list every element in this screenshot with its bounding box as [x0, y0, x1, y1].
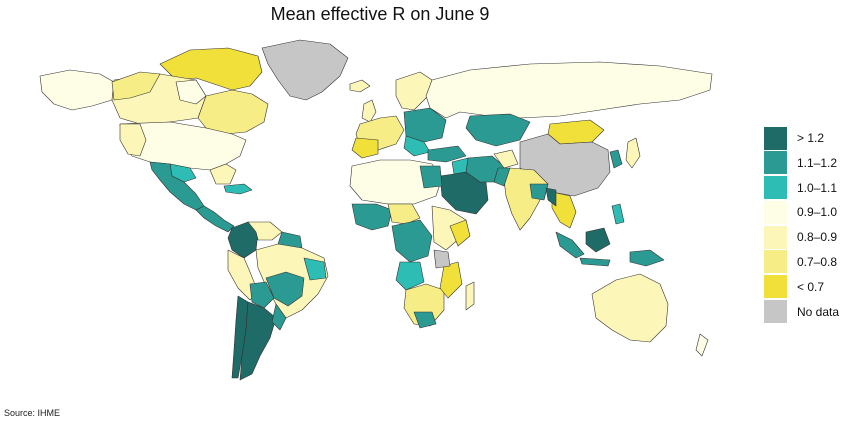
legend-label: 1.1–1.2	[797, 155, 838, 170]
region-borneo	[585, 227, 611, 253]
legend-item: < 0.7	[764, 275, 850, 299]
source-note: Source: IHME	[4, 408, 61, 418]
region-sahel	[387, 203, 421, 225]
region-usa-west	[119, 123, 147, 157]
region-central-africa	[391, 219, 433, 263]
region-uk	[361, 99, 377, 123]
region-mozambique	[439, 261, 463, 299]
legend-swatch	[764, 300, 787, 324]
region-scandinavia	[395, 71, 433, 111]
region-canada-north	[111, 71, 161, 101]
region-turkey	[427, 145, 467, 163]
region-papua	[629, 249, 665, 267]
legend-label: 0.9–1.0	[797, 205, 838, 220]
map-title: Mean effective R on June 9	[270, 4, 490, 24]
legend-label: No data	[797, 304, 840, 319]
legend-item: 0.8–0.9	[764, 225, 850, 249]
region-canada-east	[197, 89, 269, 135]
region-russia	[425, 61, 713, 119]
region-southern-africa	[403, 283, 445, 327]
legend-swatch	[764, 250, 787, 274]
region-iraq	[451, 157, 469, 175]
legend-swatch	[764, 126, 787, 150]
legend-label: < 0.7	[797, 279, 825, 294]
legend-item: 0.7–0.8	[764, 250, 850, 274]
region-brazil-northeast	[303, 257, 327, 281]
region-usa-southeast	[209, 163, 237, 185]
legend-swatch	[764, 176, 787, 200]
region-pakistan	[493, 167, 511, 187]
legend-item: 1.1–1.2	[764, 151, 850, 175]
legend-swatch	[764, 225, 787, 249]
region-japan	[625, 137, 641, 169]
legend-swatch	[764, 151, 787, 175]
region-java	[579, 257, 611, 267]
region-australia	[591, 273, 669, 343]
legend-item: 1.0–1.1	[764, 176, 850, 200]
world-map	[39, 39, 713, 381]
region-venezuela	[247, 221, 283, 241]
region-paraguay	[271, 303, 287, 331]
region-central-america	[195, 205, 235, 233]
legend-swatch	[764, 275, 787, 299]
map-legend: > 1.2 1.1–1.2 1.0–1.1 0.9–1.0 0.8–0.9 0.…	[764, 126, 850, 324]
region-bolivia	[249, 281, 275, 309]
region-philippines	[611, 203, 625, 225]
region-india	[503, 167, 549, 231]
legend-item: > 1.2	[764, 126, 850, 150]
region-myanmar	[545, 187, 557, 207]
region-north-africa	[349, 159, 443, 205]
region-afghanistan	[493, 149, 519, 169]
region-hudson	[175, 79, 207, 105]
region-somalia	[449, 219, 471, 247]
legend-label: 0.8–0.9	[797, 230, 838, 245]
region-mongolia	[547, 119, 605, 145]
region-korea	[609, 149, 623, 169]
region-sumatra	[555, 231, 585, 259]
region-west-africa	[351, 203, 393, 231]
region-iberia	[351, 137, 379, 159]
region-caribbean	[223, 183, 253, 195]
region-indochina	[551, 191, 577, 229]
region-new-zealand	[695, 333, 709, 357]
region-balkans	[403, 135, 431, 157]
region-egypt	[419, 165, 443, 189]
region-kazakhstan	[465, 113, 531, 147]
region-argentina	[239, 301, 277, 381]
legend-item: 0.9–1.0	[764, 200, 850, 224]
region-tanzania	[433, 249, 451, 269]
region-iceland	[349, 79, 371, 93]
legend-item: No data	[764, 300, 850, 324]
region-angola	[395, 261, 425, 291]
region-alaska	[39, 69, 115, 111]
region-south-africa	[413, 311, 437, 329]
legend-swatch	[764, 200, 787, 224]
region-madagascar	[465, 281, 475, 311]
region-greenland	[261, 39, 349, 101]
legend-label: > 1.2	[797, 131, 825, 145]
legend-label: 1.0–1.1	[797, 180, 838, 195]
region-india-east	[529, 183, 549, 201]
legend-label: 0.7–0.8	[797, 254, 838, 269]
